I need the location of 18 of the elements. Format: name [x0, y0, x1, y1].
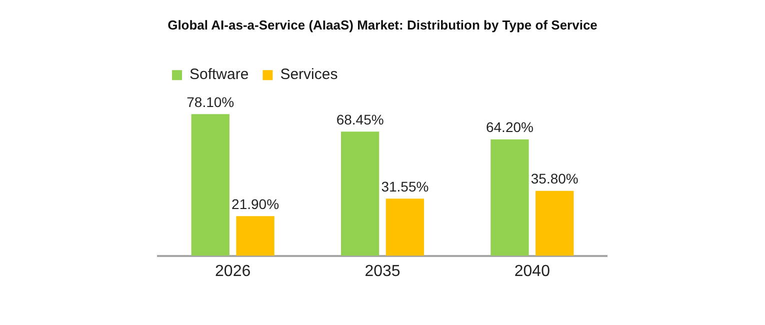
bar: [386, 198, 424, 256]
chart-title: Global AI-as-a-Service (AIaaS) Market: Distribution by Type of Service: [168, 17, 598, 32]
data-label: 64.20%: [486, 119, 534, 136]
data-label: 31.55%: [381, 178, 429, 194]
bar: [236, 216, 274, 256]
data-label: 35.80%: [530, 170, 578, 187]
data-label: 78.10%: [186, 94, 234, 110]
bar: [191, 114, 230, 256]
data-label: 68.45%: [336, 112, 384, 128]
x-tick-label: 2040: [514, 262, 550, 280]
data-label: 21.90%: [232, 196, 280, 212]
bar: [490, 139, 529, 256]
bar: [340, 132, 380, 256]
bar: [536, 190, 574, 256]
x-tick-label: 2026: [215, 262, 251, 280]
x-tick-label: 2035: [364, 262, 400, 280]
legend-label: Services: [280, 66, 338, 84]
legend-label: Software: [190, 66, 249, 84]
